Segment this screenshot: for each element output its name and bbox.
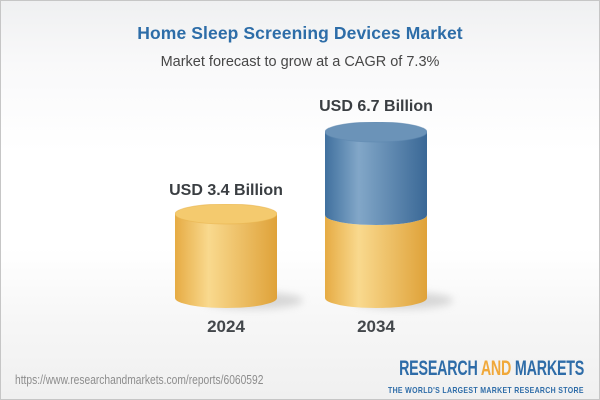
logo-word-markets: MARKETS bbox=[514, 357, 584, 380]
bar-value-label-2034: USD 6.7 Billion bbox=[319, 98, 433, 115]
bar-category-label-2024: 2024 bbox=[207, 317, 245, 336]
bar-cylinder-2034 bbox=[325, 122, 427, 308]
bar-segment-growth-2034 bbox=[325, 132, 427, 225]
bar-cap-2024 bbox=[175, 204, 277, 225]
page-title: Home Sleep Screening Devices Market bbox=[137, 23, 463, 43]
bar-segment-base-2034 bbox=[325, 215, 427, 308]
chart-subtitle: Market forecast to grow at a CAGR of 7.3… bbox=[160, 54, 440, 70]
research-and-markets-logo: RESEARCH AND MARKETS THE WORLD'S LARGEST… bbox=[312, 357, 584, 398]
logo-word-and: AND bbox=[480, 357, 512, 380]
bar-category-label-2034: 2034 bbox=[357, 317, 395, 336]
bar-cap-2034 bbox=[325, 122, 427, 143]
bar-cylinder-2024 bbox=[175, 204, 277, 308]
bar-body-2024 bbox=[175, 214, 277, 308]
bar-value-label-2024: USD 3.4 Billion bbox=[169, 182, 283, 199]
logo-word-research: RESEARCH bbox=[398, 357, 478, 380]
logo-tagline: THE WORLD'S LARGEST MARKET RESEARCH STOR… bbox=[388, 385, 584, 395]
report-url: https://www.researchandmarkets.com/repor… bbox=[15, 373, 264, 387]
logo-wordmark: RESEARCH AND MARKETS bbox=[398, 357, 584, 380]
